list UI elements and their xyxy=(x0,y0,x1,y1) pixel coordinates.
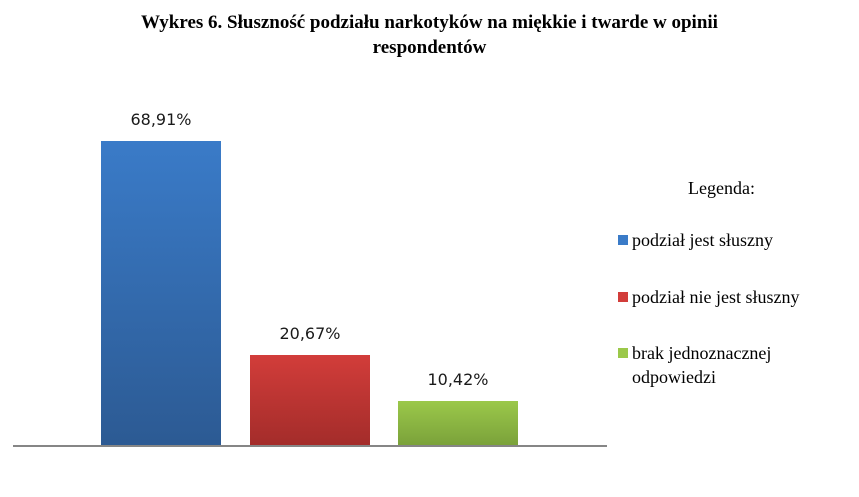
data-label-bar-2: 20,67% xyxy=(279,324,341,343)
legend-label-line-2: odpowiedzi xyxy=(632,367,716,387)
bar-podzial-nie-jest-sluszny xyxy=(250,355,370,446)
legend-swatch-blue-icon xyxy=(618,235,628,245)
x-axis-line xyxy=(13,445,607,447)
chart-title-line-2: respondentów xyxy=(372,37,487,58)
legend-title: Legenda: xyxy=(688,178,755,198)
legend-label-line-1: brak jednoznacznej xyxy=(632,343,772,363)
bar-brak-jednoznacznej-odpowiedzi xyxy=(398,401,518,446)
chart-title-line-1: Wykres 6. Słuszność podziału narkotyków … xyxy=(141,12,718,33)
legend-label: podział nie jest słuszny xyxy=(632,287,800,307)
legend-swatch-green-icon xyxy=(618,348,628,358)
chart-title: Wykres 6. Słuszność podziału narkotyków … xyxy=(0,10,859,60)
data-label-bar-3: 10,42% xyxy=(427,370,489,389)
legend-swatch-red-icon xyxy=(618,292,628,302)
data-label-bar-1: 68,91% xyxy=(130,110,192,129)
legend-label: podział jest słuszny xyxy=(632,230,773,250)
bar-podzial-jest-sluszny xyxy=(101,141,221,446)
legend-label: brak jednoznacznej odpowiedzi xyxy=(632,342,771,388)
